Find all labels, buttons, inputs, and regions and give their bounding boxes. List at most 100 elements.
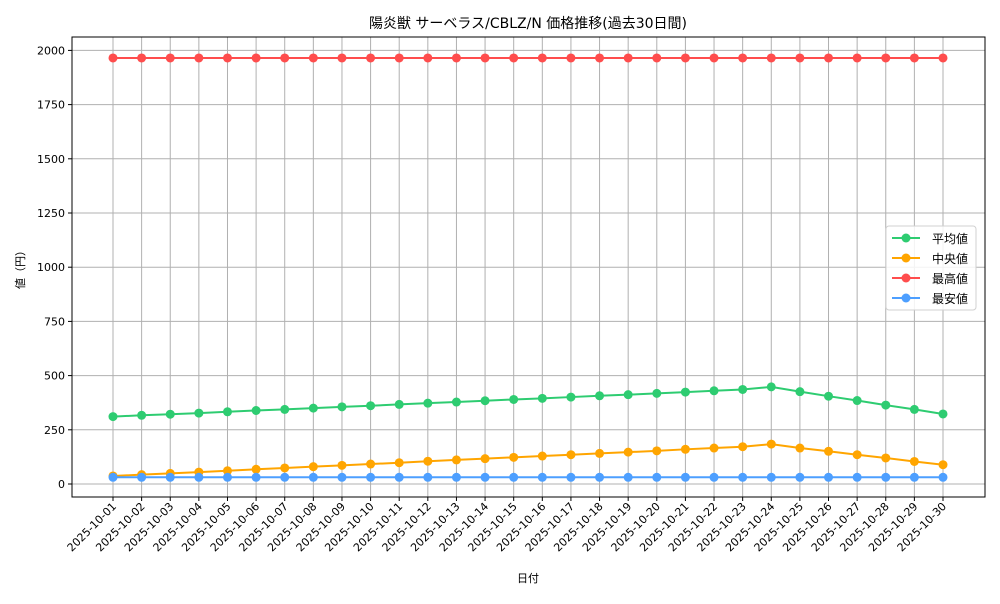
data-point-marker — [308, 403, 318, 413]
data-point-marker — [108, 53, 118, 63]
data-point-marker — [852, 396, 862, 406]
data-point-marker — [623, 472, 633, 482]
data-point-marker — [852, 450, 862, 460]
data-point-marker — [738, 384, 748, 394]
y-axis: 0 250 500 750 1000 1250 1500 1750 2000 — [37, 44, 72, 491]
legend-marker-icon — [901, 293, 911, 303]
data-point-marker — [909, 456, 919, 466]
data-point-marker — [824, 53, 834, 63]
y-tick-label: 1750 — [37, 99, 65, 112]
data-point-marker — [366, 459, 376, 469]
data-point-marker — [938, 460, 948, 470]
data-point-marker — [394, 53, 404, 63]
data-point-marker — [137, 53, 147, 63]
data-point-marker — [280, 404, 290, 414]
data-point-marker — [595, 448, 605, 458]
data-point-marker — [595, 472, 605, 482]
y-tick-label: 750 — [44, 315, 65, 328]
data-point-marker — [366, 472, 376, 482]
data-point-marker — [766, 472, 776, 482]
y-tick-label: 0 — [58, 478, 65, 491]
data-point-marker — [337, 53, 347, 63]
data-point-marker — [251, 53, 261, 63]
data-point-marker — [537, 393, 547, 403]
data-point-marker — [881, 400, 891, 410]
y-tick-label: 1000 — [37, 261, 65, 274]
data-point-marker — [881, 453, 891, 463]
legend-label: 最高値 — [932, 271, 968, 286]
data-point-marker — [451, 53, 461, 63]
series-1 — [108, 439, 948, 481]
data-point-marker — [194, 53, 204, 63]
data-point-marker — [423, 398, 433, 408]
data-point-marker — [137, 472, 147, 482]
data-point-marker — [595, 53, 605, 63]
data-point-marker — [595, 391, 605, 401]
data-point-marker — [222, 472, 232, 482]
data-point-marker — [165, 409, 175, 419]
data-point-marker — [652, 446, 662, 456]
data-point-marker — [394, 458, 404, 468]
data-point-marker — [566, 392, 576, 402]
data-point-marker — [137, 410, 147, 420]
data-point-marker — [938, 472, 948, 482]
data-point-marker — [852, 53, 862, 63]
data-point-marker — [308, 462, 318, 472]
data-point-marker — [337, 402, 347, 412]
data-point-marker — [623, 53, 633, 63]
series-0 — [108, 382, 948, 422]
legend-label: 最安値 — [932, 291, 968, 306]
data-point-marker — [451, 472, 461, 482]
data-point-marker — [824, 446, 834, 456]
data-point-marker — [280, 472, 290, 482]
data-point-marker — [566, 53, 576, 63]
y-axis-label: 値（円） — [14, 245, 27, 289]
data-point-marker — [738, 53, 748, 63]
y-tick-label: 2000 — [37, 44, 65, 57]
data-point-marker — [423, 472, 433, 482]
data-point-marker — [165, 472, 175, 482]
data-point-marker — [881, 53, 891, 63]
data-point-marker — [509, 394, 519, 404]
data-point-marker — [738, 472, 748, 482]
data-point-marker — [909, 53, 919, 63]
legend-marker-icon — [901, 273, 911, 283]
data-point-marker — [308, 472, 318, 482]
data-point-marker — [680, 53, 690, 63]
x-axis-label: 日付 — [517, 572, 539, 585]
series-2 — [108, 53, 948, 63]
data-point-marker — [680, 472, 690, 482]
data-point-marker — [652, 388, 662, 398]
data-point-marker — [680, 387, 690, 397]
data-point-marker — [480, 396, 490, 406]
data-point-marker — [652, 472, 662, 482]
data-point-marker — [537, 53, 547, 63]
data-point-marker — [194, 408, 204, 418]
data-point-marker — [909, 472, 919, 482]
data-point-marker — [709, 386, 719, 396]
data-point-marker — [480, 454, 490, 464]
data-series — [108, 53, 948, 482]
data-point-marker — [566, 472, 576, 482]
data-point-marker — [251, 406, 261, 416]
y-tick-label: 500 — [44, 370, 65, 383]
data-point-marker — [795, 53, 805, 63]
data-point-marker — [509, 452, 519, 462]
data-point-marker — [394, 472, 404, 482]
data-point-marker — [366, 401, 376, 411]
data-point-marker — [709, 472, 719, 482]
data-point-marker — [480, 472, 490, 482]
data-point-marker — [881, 472, 891, 482]
data-point-marker — [824, 391, 834, 401]
data-point-marker — [709, 53, 719, 63]
series-3 — [108, 472, 948, 482]
data-point-marker — [280, 463, 290, 473]
series-line — [112, 385, 944, 418]
data-point-marker — [623, 447, 633, 457]
data-point-marker — [366, 53, 376, 63]
data-point-marker — [222, 53, 232, 63]
chart-title: 陽炎獣 サーベラス/CBLZ/N 価格推移(過去30日間) — [369, 16, 687, 32]
data-point-marker — [795, 387, 805, 397]
